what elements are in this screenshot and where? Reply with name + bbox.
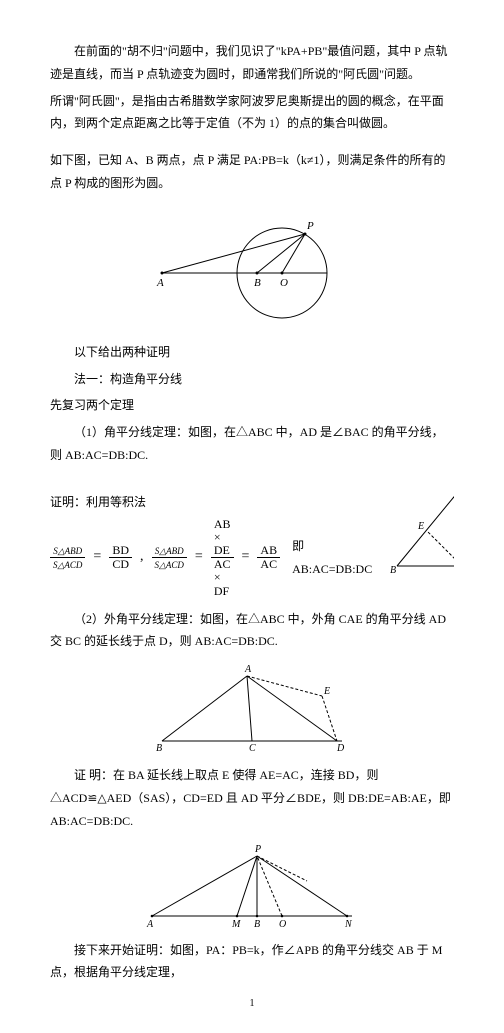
figure-proof-bisector: A M B O N P	[132, 841, 372, 931]
svg-text:B: B	[390, 565, 396, 576]
svg-text:B: B	[156, 743, 162, 754]
svg-text:O: O	[280, 277, 288, 289]
svg-text:O: O	[279, 919, 286, 930]
svg-text:N: N	[344, 919, 353, 930]
svg-text:D: D	[336, 743, 345, 754]
svg-text:P: P	[306, 220, 314, 232]
svg-text:E: E	[417, 521, 424, 532]
caption-methods: 以下给出两种证明	[50, 341, 454, 364]
paragraph-4: （1）角平分线定理：如图，在△ABC 中，AD 是∠BAC 的角平分线，则 AB…	[50, 421, 454, 467]
svg-text:E: E	[323, 686, 330, 697]
paragraph-1: 在前面的"胡不归"问题中，我们见识了"kPA+PB"最值问题，其中 P 点轨迹是…	[50, 40, 454, 86]
paragraph-5: （2）外角平分线定理：如图，在△ABC 中，外角 CAE 的角平分线 AD 交 …	[50, 608, 454, 654]
figure-circle-apollonius: A B O P	[142, 203, 362, 333]
svg-text:M: M	[231, 919, 241, 930]
svg-text:C: C	[249, 743, 256, 754]
paragraph-3: 如下图，已知 A、B 两点，点 P 满足 PA:PB=k（k≠1），则满足条件的…	[50, 149, 454, 195]
paragraph-2: 所谓"阿氏圆"，是指由古希腊数学家阿波罗尼奥斯提出的圆的概念，在平面内，到两个定…	[50, 90, 454, 136]
proof-label: 证明：利用等积法	[50, 491, 372, 514]
svg-text:P: P	[254, 844, 261, 855]
figure-external-bisector: A B C D E	[142, 661, 362, 756]
caption-review: 先复习两个定理	[50, 394, 454, 417]
svg-text:A: A	[244, 664, 252, 675]
page-number: 1	[50, 994, 454, 1013]
formula-area-method: S△ABD S△ACD = BD CD , S△ABD S△ACD = AB ×…	[50, 518, 372, 598]
svg-text:B: B	[254, 277, 261, 289]
figure-angle-bisector: A B C D E F	[382, 471, 454, 581]
paragraph-6: 证 明：在 BA 延长线上取点 E 使得 AE=AC，连接 BD，则△ACD≌△…	[50, 764, 454, 832]
paragraph-7: 接下来开始证明：如图，PA：PB=k，作∠APB 的角平分线交 AB 于 M 点…	[50, 939, 454, 985]
svg-text:A: A	[146, 919, 154, 930]
svg-text:B: B	[254, 919, 260, 930]
svg-text:A: A	[156, 277, 164, 289]
caption-method1: 法一：构造角平分线	[50, 368, 454, 391]
